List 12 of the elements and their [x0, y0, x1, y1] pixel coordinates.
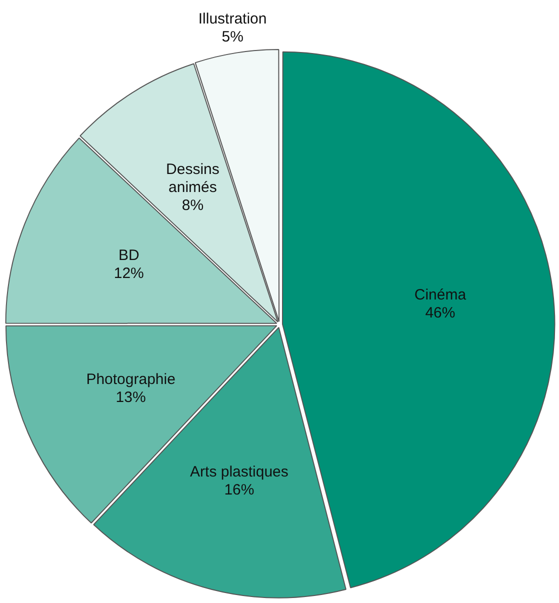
data-label: 8% [182, 196, 204, 214]
slice-label: Illustration [198, 10, 267, 28]
slice-label: Photographie [86, 370, 176, 388]
slice-label: Arts plastiques [190, 464, 288, 481]
data-label: 16% [224, 482, 254, 499]
data-label: 5% [222, 28, 244, 46]
slice-label: BD [118, 247, 140, 264]
slice-label: Dessins animés [166, 160, 220, 196]
data-label: 13% [116, 388, 146, 406]
data-label: 46% [425, 304, 456, 322]
slice-label: Cinéma [414, 286, 467, 304]
data-label: 12% [114, 265, 144, 282]
